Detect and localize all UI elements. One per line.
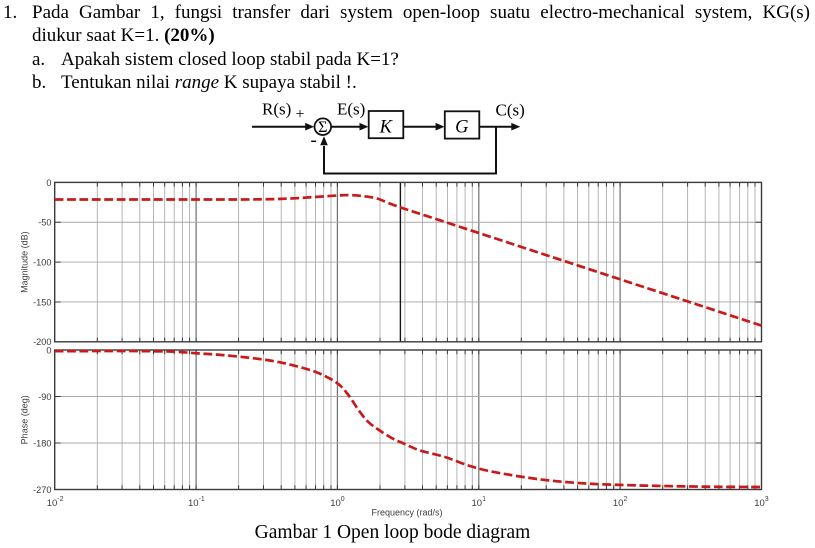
svg-text:-150: -150 <box>33 297 51 307</box>
svg-text:101: 101 <box>472 496 487 509</box>
svg-text:0: 0 <box>46 345 51 355</box>
svg-text:Magnitude (dB): Magnitude (dB) <box>19 231 29 293</box>
svg-text:K: K <box>379 118 394 138</box>
svg-text:C(s): C(s) <box>496 101 525 120</box>
svg-text:-180: -180 <box>33 438 51 448</box>
svg-text:Phase (deg): Phase (deg) <box>19 395 29 444</box>
svg-text:-270: -270 <box>33 485 51 495</box>
svg-text:-90: -90 <box>38 392 51 402</box>
svg-text:100: 100 <box>330 496 345 509</box>
svg-text:-200: -200 <box>33 337 51 347</box>
svg-text:Frequency (rad/s): Frequency (rad/s) <box>371 508 442 518</box>
svg-text:10-2: 10-2 <box>47 496 64 509</box>
svg-text:-50: -50 <box>38 218 51 228</box>
svg-text:0: 0 <box>46 178 51 188</box>
svg-text:+: + <box>296 106 305 123</box>
svg-text:-100: -100 <box>33 258 51 268</box>
svg-text:10-1: 10-1 <box>188 496 205 509</box>
svg-text:E(s): E(s) <box>337 100 365 119</box>
svg-text:-: - <box>311 130 317 151</box>
svg-text:Σ: Σ <box>318 119 327 136</box>
svg-text:R(s): R(s) <box>262 100 291 119</box>
svg-text:103: 103 <box>754 496 769 509</box>
svg-text:102: 102 <box>613 496 628 509</box>
svg-text:G: G <box>455 118 468 138</box>
